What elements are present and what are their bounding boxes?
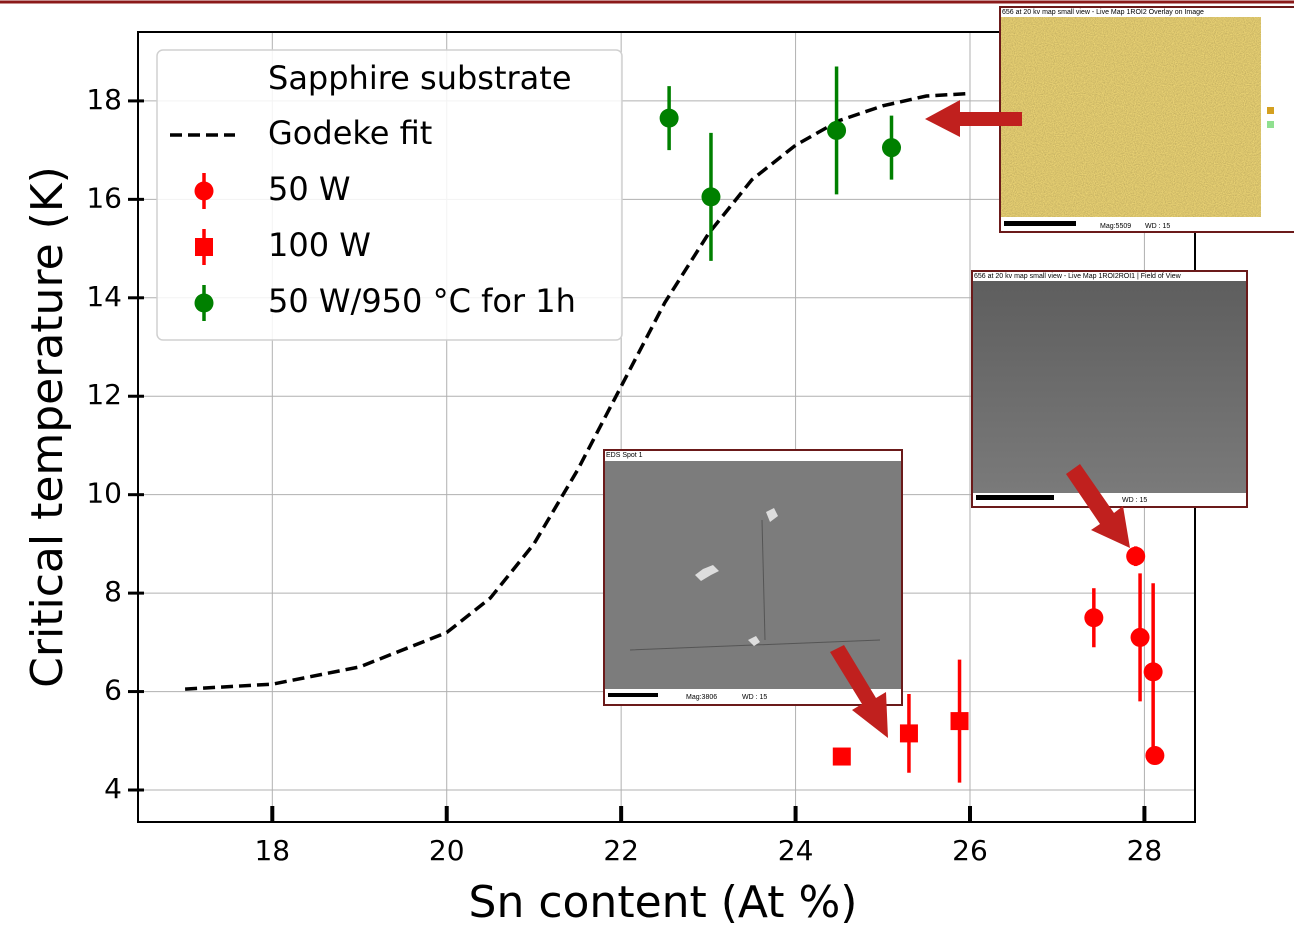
insets: 656 at 20 kv map small view - Live Map 1… (603, 6, 1294, 738)
scale-bar (1004, 221, 1076, 226)
legend-key (195, 238, 213, 256)
y-axis-label: Critical temperature (K) (22, 166, 73, 688)
legend-swatch (1267, 121, 1274, 128)
legend-label: 50 W/950 °C for 1h (268, 282, 576, 320)
marker (882, 138, 902, 158)
inset-fov: 656 at 20 kv map small view - Live Map 1… (971, 270, 1248, 508)
marker (1084, 608, 1104, 628)
marker (701, 187, 721, 207)
inset-title: 656 at 20 kv map small view - Live Map 1… (1002, 9, 1204, 16)
inset-wd: WD : 15 (1145, 223, 1170, 230)
arrow (925, 100, 1022, 137)
arrows (830, 100, 1130, 738)
inset-eds-spot: EDS Spot 1 Mag:3806 WD : 15 (603, 449, 903, 706)
y-tick-label: 12 (86, 378, 122, 411)
legend-label: Godeke fit (268, 114, 432, 152)
legend-key (194, 181, 214, 201)
legend-label: 100 W (268, 226, 371, 264)
arrow (830, 645, 888, 738)
y-tick-label: 8 (104, 575, 122, 608)
legend-label: 50 W (268, 170, 351, 208)
y-tick-label: 18 (86, 83, 122, 116)
inset-title: EDS Spot 1 (606, 452, 643, 459)
y-tick-label: 10 (86, 477, 122, 510)
x-tick-label: 20 (429, 834, 465, 867)
y-tick-label: 16 (86, 181, 122, 214)
x-tick-label: 24 (778, 834, 814, 867)
marker (1145, 746, 1165, 766)
x-tick-label: 28 (1127, 834, 1163, 867)
y-tick-label: 6 (104, 674, 122, 707)
marker (1126, 546, 1146, 566)
marker (832, 747, 851, 766)
y-tick-label: 14 (86, 280, 122, 313)
marker (950, 712, 969, 731)
marker (827, 120, 847, 140)
x-tick-label: 26 (952, 834, 988, 867)
fit-line (184, 91, 971, 691)
marker (659, 108, 679, 128)
marker (1130, 627, 1150, 647)
legend-frame (156, 49, 623, 341)
legend-swatch (1267, 107, 1274, 114)
inset-image (1001, 17, 1261, 217)
y-tick-label: 4 (104, 772, 122, 805)
inset-title: 656 at 20 kv map small view - Live Map 1… (974, 273, 1182, 280)
marker (1143, 662, 1163, 682)
legend-key (194, 293, 214, 313)
scale-bar (608, 693, 658, 697)
inset-mag: Mag:5509 (1100, 223, 1131, 230)
inset-image (973, 281, 1246, 493)
scale-bar (976, 495, 1054, 500)
inset-wd: WD : 15 (742, 694, 767, 701)
x-tick-label: 22 (603, 834, 639, 867)
inset-mag: Mag:3806 (686, 694, 717, 701)
legend-title: Sapphire substrate (268, 59, 572, 97)
inset-image (605, 461, 901, 689)
x-tick-label: 18 (254, 834, 290, 867)
inset-wd: WD : 15 (1122, 497, 1147, 504)
inset-eds-map: 656 at 20 kv map small view - Live Map 1… (999, 6, 1294, 233)
x-axis-label: Sn content (At %) (469, 877, 858, 928)
marker (899, 724, 918, 743)
arrow (1066, 464, 1130, 548)
